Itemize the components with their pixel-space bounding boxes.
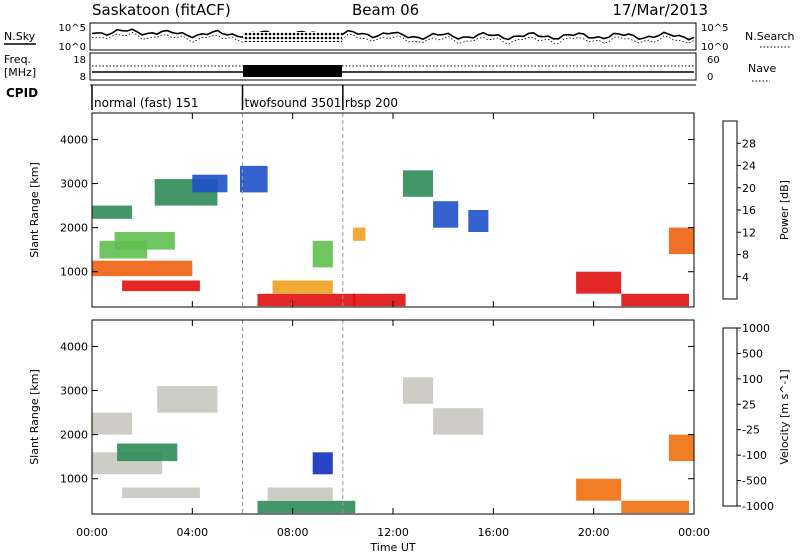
data-cell xyxy=(257,500,356,514)
x-axis-labels: 00:00 04:00 08:00 12:00 16:00 20:00 00:00 xyxy=(76,526,710,539)
nsky-label: N.Sky xyxy=(4,30,36,43)
colorbar-title: Power [dB] xyxy=(778,180,791,240)
colorbar-tick-label: 100 xyxy=(742,373,763,386)
x-tick-label: 00:00 xyxy=(76,526,108,539)
nsearch-label: N.Search xyxy=(745,30,795,43)
data-cell xyxy=(122,487,200,499)
station-title: Saskatoon (fitACF) xyxy=(92,1,231,19)
cpid-mode-label: twofsound 3501 xyxy=(245,96,342,110)
nsearch-tick-top: 10^5 xyxy=(701,23,728,34)
y-tick-label: 1000 xyxy=(60,266,88,279)
colorbar-tick-label: 4 xyxy=(742,271,749,284)
freq-panel xyxy=(89,52,697,81)
colorbar-tick-label: -100 xyxy=(742,449,767,462)
freq-tick-top: 18 xyxy=(73,55,86,66)
y-tick-label: 4000 xyxy=(60,340,88,353)
freq-tick-bottom: 8 xyxy=(80,72,86,83)
data-cell xyxy=(621,500,689,514)
nsky-tick-top: 10^5 xyxy=(59,23,86,34)
colorbar-tick-label: -500 xyxy=(742,475,767,488)
date-title: 17/Mar/2013 xyxy=(612,1,708,19)
y-axis-title: Slant Range [km] xyxy=(28,369,41,465)
data-cell xyxy=(114,232,175,250)
colorbar-frame xyxy=(722,120,738,300)
freq-label-1: Freq. xyxy=(4,53,31,66)
data-cell xyxy=(621,293,689,307)
nsearch-tick-bottom: 10^0 xyxy=(701,42,728,53)
y-tick-label: 1000 xyxy=(60,473,88,486)
data-cell xyxy=(433,408,484,435)
colorbar-tick-label: 25 xyxy=(742,398,756,411)
y-tick-label: 2000 xyxy=(60,429,88,442)
x-tick-label: 16:00 xyxy=(477,526,509,539)
x-tick-label: 08:00 xyxy=(277,526,309,539)
cpid-mode-label: rbsp 200 xyxy=(345,96,398,110)
colorbar-tick-label: 24 xyxy=(742,160,756,173)
y-tick-label: 3000 xyxy=(60,385,88,398)
data-cell xyxy=(157,386,218,413)
colorbar-tick-label: 500 xyxy=(742,347,763,360)
data-cell xyxy=(468,210,489,232)
y-tick-label: 3000 xyxy=(60,178,88,191)
nsky-twofsound-band xyxy=(243,32,342,42)
x-tick-label: 04:00 xyxy=(176,526,208,539)
x-tick-label: 12:00 xyxy=(377,526,409,539)
cpid-mode-label: normal (fast) 151 xyxy=(94,96,198,110)
nsky-tick-bottom: 10^0 xyxy=(59,42,86,53)
data-cell xyxy=(267,487,333,501)
nave-tick-top: 60 xyxy=(707,55,720,66)
data-cell xyxy=(257,293,356,307)
data-cell xyxy=(576,478,622,501)
data-cell xyxy=(403,377,434,404)
colorbar-tick-label: -25 xyxy=(742,424,760,437)
data-cell xyxy=(433,201,459,228)
cpid-strip: normal (fast) 151 twofsound 3501 rbsp 200 xyxy=(90,84,696,110)
y-tick-label: 2000 xyxy=(60,222,88,235)
colorbar-title: Velocity [m s^-1] xyxy=(778,369,791,464)
data-cell xyxy=(352,293,406,307)
x-tick-label: 00:00 xyxy=(678,526,710,539)
freq-label-2: [MHz] xyxy=(4,66,36,79)
nave-tick-bottom: 0 xyxy=(707,72,713,83)
data-cell xyxy=(192,174,228,193)
data-cell xyxy=(122,280,200,292)
data-cell xyxy=(272,280,333,294)
colorbar-tick-label: 20 xyxy=(742,182,756,195)
colorbar-tick-label: 1000 xyxy=(742,322,770,335)
data-cell xyxy=(117,443,178,462)
data-cell xyxy=(92,205,133,219)
freq-twofsound-block xyxy=(243,65,342,77)
cpid-label: CPID xyxy=(6,86,38,100)
data-cell xyxy=(403,170,434,197)
data-cell xyxy=(668,227,694,255)
colorbar-tick-label: 28 xyxy=(742,137,756,150)
nsky-series-line xyxy=(91,28,695,41)
data-cell xyxy=(92,412,133,435)
x-axis-title: Time UT xyxy=(369,541,415,554)
nave-label: Nave xyxy=(748,62,776,75)
colorbar-tick-label: 8 xyxy=(742,249,749,262)
x-tick-label: 20:00 xyxy=(578,526,610,539)
y-axis-title: Slant Range [km] xyxy=(28,162,41,258)
data-cell xyxy=(352,227,366,241)
colorbar-tick-label: -1000 xyxy=(742,500,774,513)
velocity-panel: 1000 2000 3000 4000 Slant Range [km] 1000 500 1… xyxy=(28,319,791,515)
beam-title: Beam 06 xyxy=(352,1,419,19)
nsky-panel xyxy=(89,22,697,51)
colorbar-tick-label: 16 xyxy=(742,204,756,217)
colorbar-frame xyxy=(722,327,738,507)
power-panel: 1000 2000 3000 4000 Slant Range [km] 4 8 12 16 20… xyxy=(28,112,791,308)
data-cell xyxy=(668,434,694,462)
y-tick-label: 4000 xyxy=(60,133,88,146)
nsearch-series-line xyxy=(91,32,695,45)
data-cell xyxy=(576,271,622,294)
data-cell xyxy=(240,165,268,193)
data-cell xyxy=(92,260,193,277)
colorbar-tick-label: 12 xyxy=(742,226,756,239)
data-cell xyxy=(312,240,333,268)
data-cell xyxy=(312,452,333,475)
